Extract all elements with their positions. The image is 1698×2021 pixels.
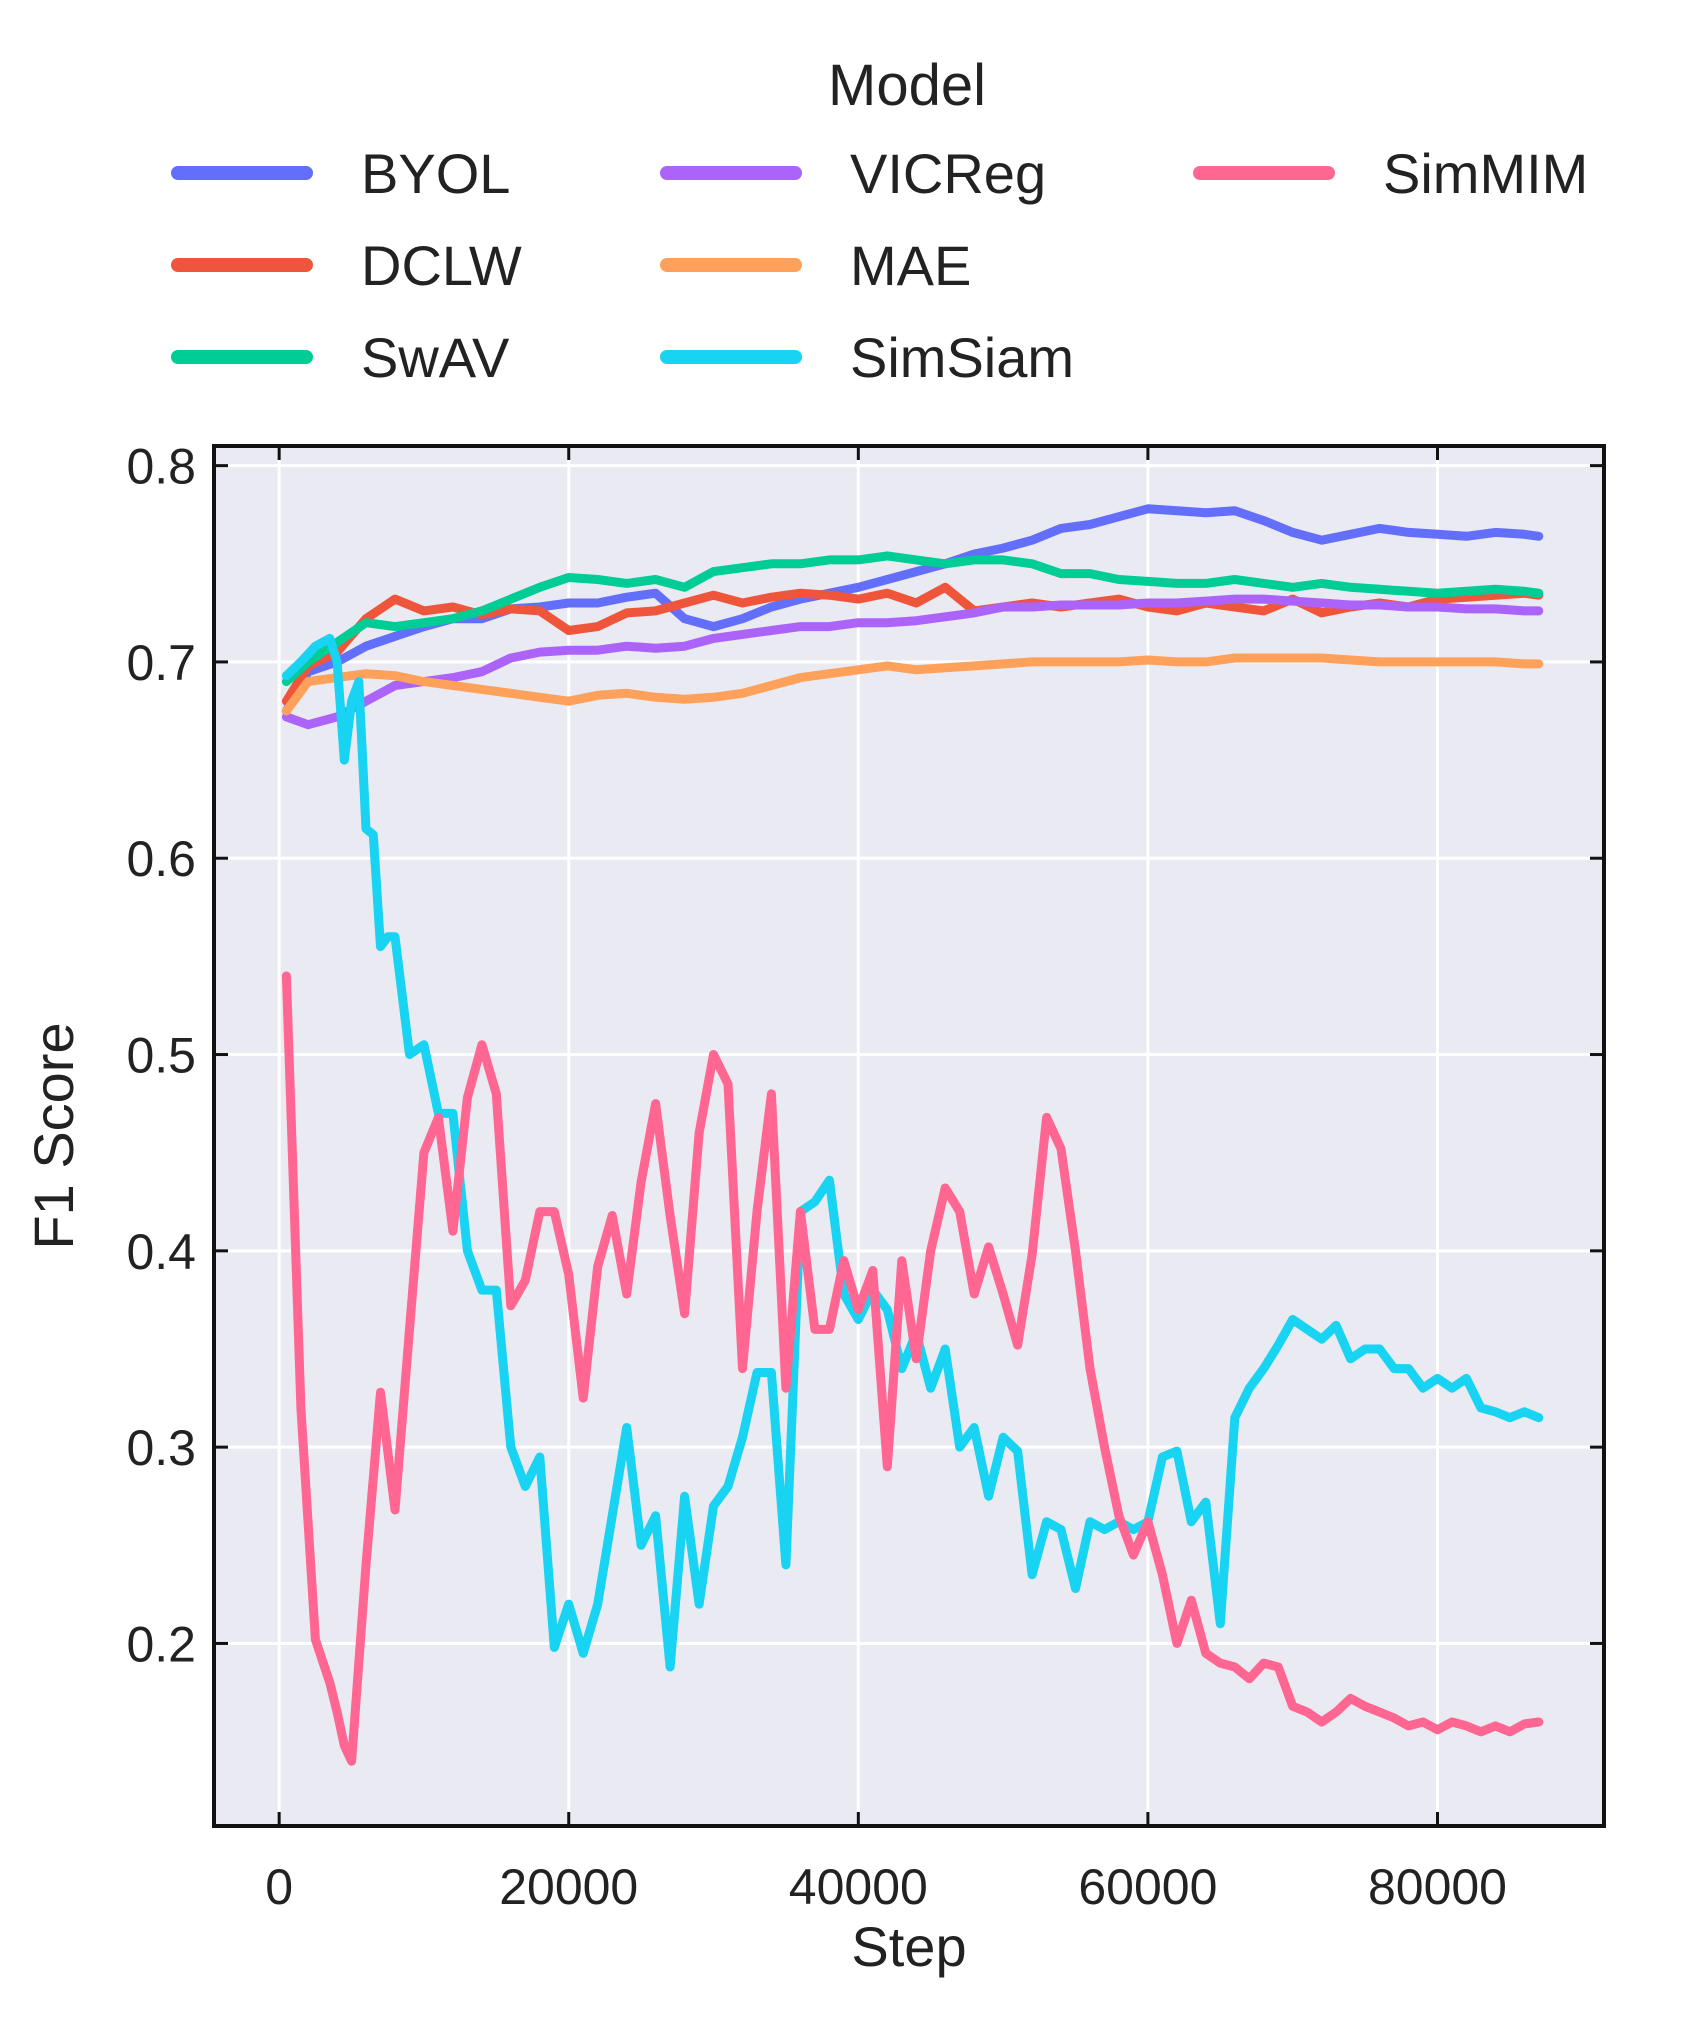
y-tick-label: 0.2 [126, 1616, 196, 1672]
legend: Model BYOL DCLW SwAV VICReg MAE SimSiam SimMIM [171, 53, 1588, 389]
series-line-dclw [281, 582, 1544, 706]
series-lines [281, 504, 1544, 1766]
axis-ticks: 0 20000 40000 60000 80000 0.2 0.3 0.4 0.5 0.6 0.7 0… [126, 439, 1604, 1915]
x-tick-label: 40000 [789, 1859, 928, 1915]
legend-label: BYOL [361, 142, 510, 205]
legend-item-swav: SwAV [171, 326, 510, 389]
legend-label: MAE [850, 234, 971, 297]
y-tick-label: 0.4 [126, 1224, 196, 1280]
x-tick-label: 20000 [499, 1859, 638, 1915]
legend-label: SwAV [361, 326, 510, 389]
series-line-simmim [281, 971, 1544, 1766]
plot-frame [212, 444, 1606, 1828]
legend-label: DCLW [361, 234, 522, 297]
legend-item-simsiam: SimSiam [660, 326, 1074, 389]
y-tick-label: 0.8 [126, 439, 196, 495]
y-tick-label: 0.3 [126, 1420, 196, 1476]
x-tick-label: 80000 [1368, 1859, 1507, 1915]
grid [214, 446, 1604, 1826]
legend-item-byol: BYOL [171, 142, 510, 205]
y-tick-label: 0.5 [126, 1028, 196, 1084]
x-axis-title: Step [851, 1915, 966, 1978]
legend-item-vicreg: VICReg [660, 142, 1046, 205]
x-tick-label: 0 [265, 1859, 293, 1915]
plot-area [214, 446, 1604, 1826]
legend-item-simmim: SimMIM [1193, 142, 1588, 205]
x-tick-label: 60000 [1078, 1859, 1217, 1915]
legend-label: VICReg [850, 142, 1046, 205]
series-line-simsiam [281, 633, 1544, 1672]
legend-title: Model [828, 53, 986, 118]
y-axis-title: F1 Score [22, 1022, 85, 1249]
legend-label: SimMIM [1383, 142, 1588, 205]
legend-item-dclw: DCLW [171, 234, 522, 297]
series-line-swav [281, 551, 1544, 687]
legend-item-mae: MAE [660, 234, 971, 297]
series-line-mae [281, 653, 1544, 716]
legend-label: SimSiam [850, 326, 1074, 389]
series-line-vicreg [281, 594, 1544, 730]
y-tick-label: 0.6 [126, 831, 196, 887]
y-tick-label: 0.7 [126, 635, 196, 691]
